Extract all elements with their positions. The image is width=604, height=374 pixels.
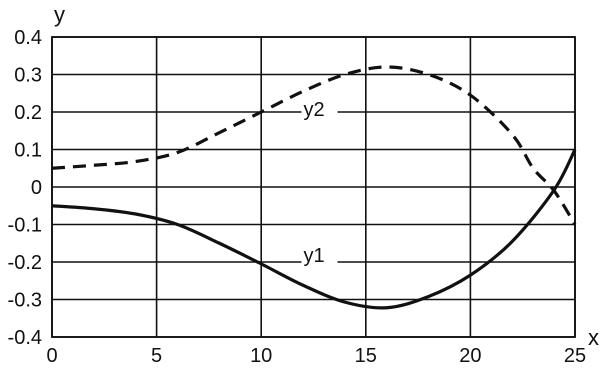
series-layer bbox=[51, 65, 577, 310]
series-labels: y2 y1 bbox=[301, 96, 338, 269]
y-tick-label-3: -0.1 bbox=[8, 215, 42, 237]
x-tick-label-5: 25 bbox=[564, 345, 586, 367]
series-label-background-y1 bbox=[301, 243, 338, 269]
y-tick-label-8: 0.4 bbox=[14, 27, 42, 49]
plot-border bbox=[51, 36, 576, 338]
series-label-background-y2 bbox=[301, 96, 338, 123]
series-line-y2 bbox=[51, 65, 577, 226]
y-axis-title: y bbox=[54, 2, 65, 27]
y-tick-label-7: 0.3 bbox=[14, 65, 42, 87]
y-tick-label-0: -0.4 bbox=[8, 327, 42, 349]
axes: 0 5 10 15 20 25 -0.4 -0.3 -0.2 -0.1 0 0.1 0.2 0.3 0.4 x… bbox=[8, 2, 599, 367]
series-label-y1: y1 bbox=[304, 245, 325, 267]
x-axis-title: x bbox=[588, 325, 599, 350]
x-tick-label-4: 20 bbox=[459, 345, 481, 367]
y-tick-label-1: -0.3 bbox=[8, 290, 42, 312]
series-line-y1 bbox=[51, 148, 577, 310]
series-label-y2: y2 bbox=[304, 99, 325, 121]
grid bbox=[51, 36, 576, 338]
y-tick-label-4: 0 bbox=[31, 177, 42, 199]
x-tick-label-3: 15 bbox=[355, 345, 377, 367]
x-tick-label-1: 5 bbox=[151, 345, 162, 367]
y-tick-label-6: 0.2 bbox=[14, 102, 42, 124]
y-tick-label-2: -0.2 bbox=[8, 252, 42, 274]
y-tick-label-5: 0.1 bbox=[14, 140, 42, 162]
x-tick-label-0: 0 bbox=[46, 345, 57, 367]
x-tick-label-2: 10 bbox=[250, 345, 272, 367]
